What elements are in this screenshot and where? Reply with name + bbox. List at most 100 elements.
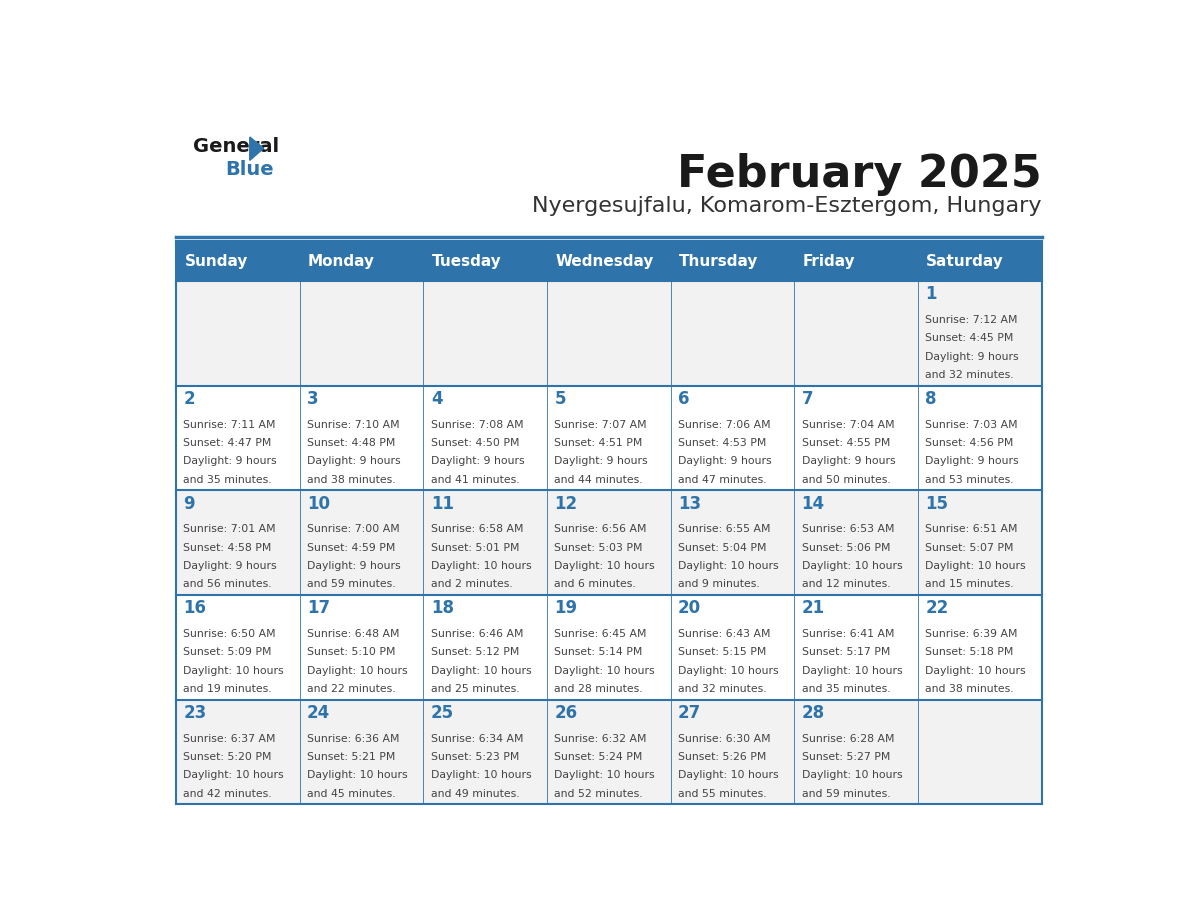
Text: Sunset: 4:51 PM: Sunset: 4:51 PM [555,438,643,448]
Text: Sunrise: 6:56 AM: Sunrise: 6:56 AM [555,524,647,534]
Text: and 44 minutes.: and 44 minutes. [555,475,643,485]
Text: Sunset: 5:01 PM: Sunset: 5:01 PM [431,543,519,553]
Text: Sunset: 5:14 PM: Sunset: 5:14 PM [555,647,643,657]
Text: and 9 minutes.: and 9 minutes. [678,579,760,589]
FancyBboxPatch shape [299,700,423,804]
Text: 7: 7 [802,390,814,409]
Text: Sunrise: 7:10 AM: Sunrise: 7:10 AM [308,420,399,430]
Text: and 19 minutes.: and 19 minutes. [183,684,272,694]
Text: and 59 minutes.: and 59 minutes. [308,579,396,589]
Text: Sunset: 5:06 PM: Sunset: 5:06 PM [802,543,890,553]
Text: Tuesday: Tuesday [431,253,501,269]
Text: Daylight: 9 hours: Daylight: 9 hours [308,456,400,466]
FancyBboxPatch shape [918,700,1042,804]
Text: and 47 minutes.: and 47 minutes. [678,475,766,485]
Text: Sunset: 5:18 PM: Sunset: 5:18 PM [925,647,1013,657]
Text: 13: 13 [678,495,701,512]
Text: Sunset: 4:50 PM: Sunset: 4:50 PM [431,438,519,448]
Text: Daylight: 10 hours: Daylight: 10 hours [555,561,655,571]
Text: and 35 minutes.: and 35 minutes. [802,684,890,694]
FancyBboxPatch shape [299,386,423,490]
Text: Daylight: 9 hours: Daylight: 9 hours [431,456,524,466]
Text: 21: 21 [802,599,824,617]
FancyBboxPatch shape [546,700,671,804]
Text: 18: 18 [431,599,454,617]
Text: 23: 23 [183,704,207,722]
Text: and 59 minutes.: and 59 minutes. [802,789,890,799]
Text: 8: 8 [925,390,937,409]
Text: Sunrise: 6:45 AM: Sunrise: 6:45 AM [555,629,647,639]
Text: and 53 minutes.: and 53 minutes. [925,475,1013,485]
Text: Daylight: 10 hours: Daylight: 10 hours [678,561,778,571]
FancyBboxPatch shape [795,281,918,386]
FancyBboxPatch shape [299,281,423,386]
Text: Daylight: 9 hours: Daylight: 9 hours [678,456,772,466]
Text: Sunrise: 6:43 AM: Sunrise: 6:43 AM [678,629,771,639]
Text: 16: 16 [183,599,207,617]
Text: Sunset: 5:24 PM: Sunset: 5:24 PM [555,752,643,762]
Text: General: General [192,137,279,156]
Text: and 52 minutes.: and 52 minutes. [555,789,643,799]
Text: 24: 24 [308,704,330,722]
Text: Sunset: 4:45 PM: Sunset: 4:45 PM [925,333,1013,343]
Text: 1: 1 [925,285,937,304]
Text: 17: 17 [308,599,330,617]
Text: Daylight: 10 hours: Daylight: 10 hours [802,666,903,676]
Text: Sunset: 5:12 PM: Sunset: 5:12 PM [431,647,519,657]
FancyBboxPatch shape [795,386,918,490]
Text: and 6 minutes.: and 6 minutes. [555,579,636,589]
FancyBboxPatch shape [423,386,546,490]
Text: February 2025: February 2025 [677,152,1042,196]
Text: Sunrise: 7:07 AM: Sunrise: 7:07 AM [555,420,647,430]
FancyBboxPatch shape [671,241,795,281]
Text: and 22 minutes.: and 22 minutes. [308,684,396,694]
FancyBboxPatch shape [671,700,795,804]
Text: Daylight: 10 hours: Daylight: 10 hours [925,666,1026,676]
Text: 20: 20 [678,599,701,617]
Text: Sunset: 5:15 PM: Sunset: 5:15 PM [678,647,766,657]
FancyBboxPatch shape [546,281,671,386]
Text: 19: 19 [555,599,577,617]
Text: Daylight: 10 hours: Daylight: 10 hours [431,770,531,780]
FancyBboxPatch shape [918,595,1042,700]
Text: Sunset: 4:47 PM: Sunset: 4:47 PM [183,438,272,448]
FancyBboxPatch shape [423,490,546,595]
Text: Thursday: Thursday [680,253,758,269]
Text: and 15 minutes.: and 15 minutes. [925,579,1013,589]
Text: Daylight: 10 hours: Daylight: 10 hours [678,666,778,676]
Text: and 2 minutes.: and 2 minutes. [431,579,512,589]
FancyBboxPatch shape [671,490,795,595]
Text: Sunrise: 7:06 AM: Sunrise: 7:06 AM [678,420,771,430]
Text: 3: 3 [308,390,318,409]
Text: 6: 6 [678,390,689,409]
Text: Daylight: 10 hours: Daylight: 10 hours [925,561,1026,571]
Text: Daylight: 10 hours: Daylight: 10 hours [555,770,655,780]
Text: Daylight: 9 hours: Daylight: 9 hours [802,456,896,466]
Text: Sunrise: 6:46 AM: Sunrise: 6:46 AM [431,629,523,639]
FancyBboxPatch shape [918,281,1042,386]
Text: Blue: Blue [225,160,273,179]
Text: Daylight: 10 hours: Daylight: 10 hours [183,666,284,676]
Text: Sunset: 4:48 PM: Sunset: 4:48 PM [308,438,396,448]
Text: and 49 minutes.: and 49 minutes. [431,789,519,799]
FancyBboxPatch shape [918,386,1042,490]
FancyBboxPatch shape [795,241,918,281]
Text: Saturday: Saturday [927,253,1004,269]
FancyBboxPatch shape [176,490,299,595]
Text: Sunset: 5:26 PM: Sunset: 5:26 PM [678,752,766,762]
Text: Sunset: 5:23 PM: Sunset: 5:23 PM [431,752,519,762]
FancyBboxPatch shape [176,700,299,804]
Text: 28: 28 [802,704,824,722]
Text: Sunrise: 6:32 AM: Sunrise: 6:32 AM [555,733,647,744]
FancyBboxPatch shape [176,595,299,700]
Text: 10: 10 [308,495,330,512]
Text: Sunset: 4:58 PM: Sunset: 4:58 PM [183,543,272,553]
Text: and 12 minutes.: and 12 minutes. [802,579,890,589]
Text: Daylight: 10 hours: Daylight: 10 hours [308,770,407,780]
FancyBboxPatch shape [546,490,671,595]
Text: Sunset: 4:53 PM: Sunset: 4:53 PM [678,438,766,448]
Text: Daylight: 10 hours: Daylight: 10 hours [802,561,903,571]
Text: Daylight: 10 hours: Daylight: 10 hours [431,561,531,571]
Text: Sunrise: 6:51 AM: Sunrise: 6:51 AM [925,524,1018,534]
Text: Sunrise: 7:03 AM: Sunrise: 7:03 AM [925,420,1018,430]
